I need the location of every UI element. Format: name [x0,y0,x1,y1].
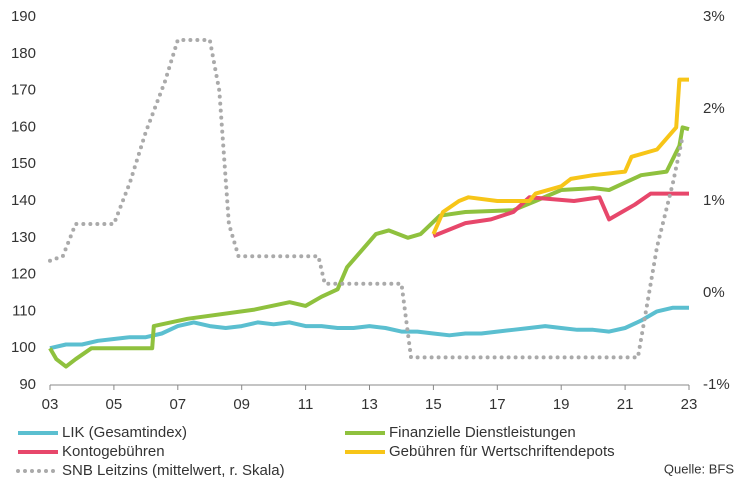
y-tick-label: 130 [11,229,36,246]
y-tick-label: 160 [11,118,36,135]
x-tick-label: 13 [361,396,378,413]
series-line [432,191,689,238]
legend-label: SNB Leitzins (mittelwert, r. Skala) [62,462,285,479]
x-tick-label: 07 [169,396,186,413]
series-line [431,77,689,235]
x-tick-label: 15 [425,396,442,413]
y-tick-label: 100 [11,339,36,356]
legend-label: Finanzielle Dienstleistungen [389,424,576,441]
series-line [49,305,689,351]
y2-tick-label: 1% [703,192,725,209]
x-tick-label: 17 [489,396,506,413]
y2-tick-label: 2% [703,100,725,117]
x-tick-label: 19 [553,396,570,413]
series-line [48,125,690,369]
legend-label: Kontogebühren [62,443,165,460]
x-tick-label: 03 [42,396,59,413]
y-tick-label: 120 [11,266,36,283]
x-tick-label: 21 [617,396,634,413]
y-tick-label: 150 [11,155,36,172]
y-tick-label: 180 [11,45,36,62]
legend-label: LIK (Gesamtindex) [62,424,187,441]
x-tick-label: 11 [298,396,314,413]
y-tick-label: 110 [12,302,36,319]
legend-label: Gebühren für Wertschriftendepots [389,443,615,460]
y2-tick-label: 3% [703,8,725,25]
source: Quelle: BFS [664,461,734,476]
y2-tick-label: 0% [703,284,725,301]
y-tick-label: 190 [11,8,36,25]
x-tick-label: 23 [681,396,698,413]
y-tick-label: 140 [11,192,36,209]
x-tick-label: 05 [106,396,123,413]
x-tick-label: 09 [233,396,250,413]
y-tick-label: 90 [19,376,36,393]
y2-tick-label: -1% [703,376,730,393]
y-tick-label: 170 [11,82,36,99]
